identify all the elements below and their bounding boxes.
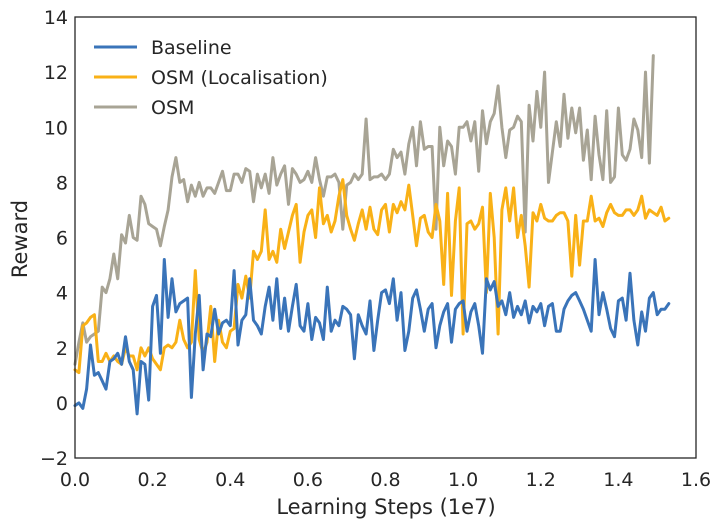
x-tick-label: 0.2 [138, 469, 168, 491]
y-tick-label: 6 [56, 228, 68, 250]
y-tick-label: 12 [44, 62, 68, 84]
y-tick-label: −2 [40, 448, 68, 470]
series-layer [73, 54, 671, 416]
x-tick-label: 1.2 [526, 469, 556, 491]
legend-label: OSM [151, 97, 194, 119]
y-axis: −2 0 2 4 6 8 10 12 14 [40, 7, 68, 470]
y-tick-label: 0 [56, 393, 68, 415]
x-tick-label: 0.6 [293, 469, 323, 491]
x-tick-label: 1.4 [603, 469, 633, 491]
legend-label: OSM (Localisation) [151, 67, 328, 89]
legend-label: Baseline [151, 37, 232, 59]
y-axis-title: Reward [8, 200, 32, 278]
y-tick-label: 14 [44, 7, 68, 29]
x-tick-label: 0.4 [215, 469, 245, 491]
legend: Baseline OSM (Localisation) OSM [94, 37, 328, 119]
x-axis-title: Learning Steps (1e7) [276, 495, 495, 519]
x-axis: 0.0 0.2 0.4 0.6 0.8 1.0 1.2 1.4 1.6 [60, 469, 711, 491]
y-tick-label: 8 [56, 172, 68, 194]
y-tick-label: 10 [44, 117, 68, 139]
x-tick-label: 1.0 [448, 469, 478, 491]
y-tick-label: 2 [56, 338, 68, 360]
plot-frame [74, 16, 697, 459]
y-tick-label: 4 [56, 283, 68, 305]
x-tick-label: 0.8 [370, 469, 400, 491]
series-line-osm [73, 54, 655, 366]
x-tick-label: 1.6 [681, 469, 711, 491]
series-line-osm-localisation [73, 178, 671, 375]
x-tick-label: 0.0 [60, 469, 90, 491]
series-line-baseline [73, 258, 671, 416]
